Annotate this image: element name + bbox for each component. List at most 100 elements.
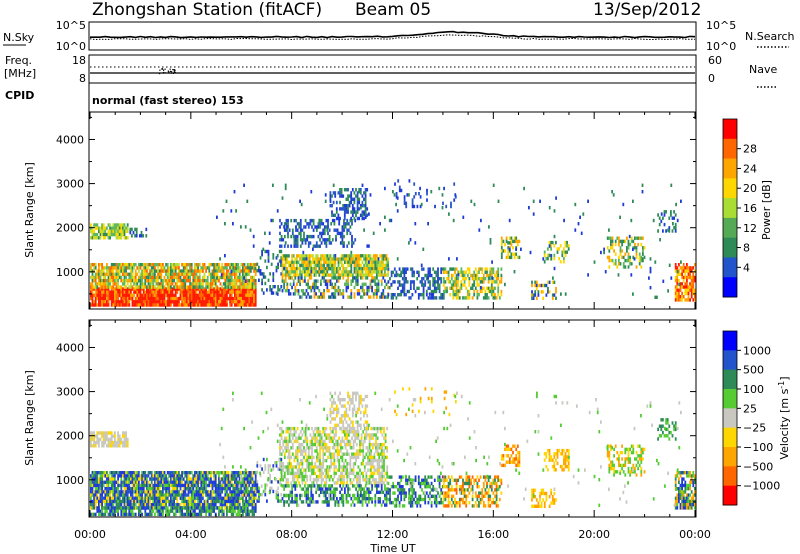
range-gate-cell	[152, 487, 155, 491]
range-gate-cell	[150, 471, 153, 475]
range-gate-cell	[176, 296, 179, 301]
range-gate-cell	[465, 270, 468, 274]
range-gate-cell	[629, 262, 631, 266]
range-gate-cell	[238, 480, 241, 484]
range-gate-cell	[291, 257, 293, 261]
range-gate-cell	[138, 483, 140, 488]
range-gate-cell	[194, 293, 196, 298]
range-gate-cell	[242, 290, 244, 294]
range-gate-cell	[253, 287, 255, 291]
range-gate-cell	[192, 490, 195, 494]
range-gate-cell	[186, 483, 188, 488]
range-gate-cell	[634, 236, 636, 240]
range-gate-cell	[152, 279, 155, 283]
range-gate-cell	[300, 295, 303, 299]
range-gate-cell	[230, 480, 233, 484]
range-gate-cell	[130, 487, 132, 491]
range-gate-cell	[110, 437, 113, 442]
range-gate-cell	[304, 292, 306, 296]
range-gate-cell	[384, 263, 386, 268]
range-gate-cell	[316, 286, 319, 290]
range-gate-cell	[234, 279, 236, 283]
range-gate-cell	[302, 270, 305, 274]
range-gate-cell	[150, 490, 153, 494]
range-gate-cell	[405, 293, 407, 297]
range-gate-cell	[162, 506, 164, 510]
range-gate-cell	[131, 303, 134, 307]
range-gate-cell	[387, 267, 390, 271]
range-gate-cell	[162, 477, 164, 481]
range-gate-cell	[500, 242, 503, 247]
range-gate-cell	[125, 496, 127, 500]
range-gate-cell	[246, 293, 249, 298]
range-gate-cell	[189, 487, 191, 491]
range-gate-cell	[176, 300, 179, 304]
range-gate-cell	[495, 270, 498, 274]
range-gate-cell	[248, 471, 251, 475]
range-gate-cell	[312, 270, 314, 274]
range-gate-cell	[308, 270, 311, 274]
range-gate-cell	[134, 269, 137, 273]
range-gate-cell	[622, 265, 625, 269]
range-gate-cell	[372, 257, 375, 261]
range-gate-cell	[131, 496, 134, 500]
range-gate-cell	[146, 487, 148, 491]
range-gate-cell	[612, 193, 615, 197]
range-gate-cell	[347, 197, 349, 201]
range-gate-cell	[500, 255, 503, 260]
range-gate-cell	[174, 275, 177, 280]
range-gate-cell	[442, 280, 445, 284]
range-gate-cell	[179, 487, 182, 491]
range-gate-cell	[166, 275, 169, 280]
range-gate-cell	[90, 506, 92, 510]
range-gate-cell	[114, 287, 116, 291]
range-gate-cell	[192, 300, 195, 304]
range-gate-cell	[619, 249, 622, 253]
range-gate-cell	[637, 242, 639, 247]
range-gate-cell	[131, 263, 134, 267]
range-gate-cell	[157, 296, 159, 301]
range-gate-cell	[248, 483, 251, 488]
range-gate-cell	[141, 279, 143, 283]
range-gate-cell	[195, 296, 198, 301]
range-gate-cell	[219, 300, 222, 304]
range-gate-cell	[246, 471, 249, 475]
range-gate-cell	[112, 503, 115, 507]
range-gate-cell	[336, 228, 339, 232]
range-gate-cell	[356, 276, 359, 280]
range-gate-cell	[232, 487, 235, 491]
range-gate-cell	[400, 293, 403, 297]
range-gate-cell	[486, 296, 488, 300]
range-gate-cell	[413, 204, 416, 209]
range-gate-cell	[162, 269, 164, 273]
range-gate-cell	[361, 289, 364, 293]
range-gate-cell	[348, 194, 351, 198]
range-gate-cell	[102, 499, 105, 504]
range-gate-cell	[240, 303, 243, 307]
range-gate-cell	[618, 242, 620, 247]
range-gate-cell	[301, 228, 304, 232]
range-gate-cell	[508, 255, 511, 260]
range-gate-cell	[138, 263, 140, 267]
range-gate-cell	[395, 270, 398, 274]
range-gate-cell	[328, 254, 330, 258]
range-gate-cell	[197, 287, 199, 291]
range-gate-cell	[160, 263, 163, 267]
range-gate-cell	[96, 499, 99, 504]
range-gate-cell	[226, 275, 228, 280]
range-gate-cell	[163, 287, 166, 291]
range-gate-cell	[162, 279, 164, 283]
range-gate-cell	[376, 276, 378, 280]
range-gate-cell	[227, 279, 230, 283]
range-gate-cell	[662, 229, 664, 233]
range-gate-cell	[142, 282, 145, 286]
nave-blip-dot	[168, 71, 170, 73]
range-gate-cell	[179, 287, 182, 291]
range-gate-cell	[109, 431, 111, 435]
range-gate-cell	[324, 260, 327, 264]
range-gate-cell	[219, 493, 222, 497]
range-gate-cell	[344, 273, 346, 277]
range-gate-cell	[226, 293, 228, 298]
range-gate-cell	[140, 234, 143, 238]
range-gate-cell	[686, 285, 688, 289]
